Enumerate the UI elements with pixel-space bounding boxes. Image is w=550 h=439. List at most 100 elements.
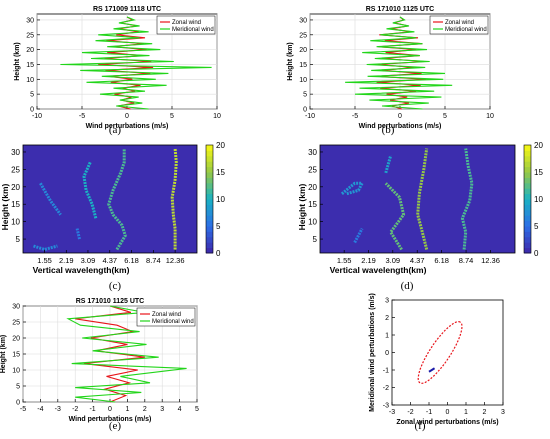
colorbar-segment	[524, 199, 531, 205]
y-tick-label: 0	[30, 107, 34, 114]
colorbar-segment	[524, 215, 531, 222]
legend-box	[136, 307, 196, 327]
heatmap-ridge	[82, 161, 98, 219]
y-tick-label: 30	[308, 148, 317, 157]
legend-box	[429, 15, 489, 35]
colorbar-segment	[206, 242, 213, 249]
y-tick-label: 20	[308, 183, 317, 192]
colorbar-segment	[206, 209, 213, 216]
heatmap-ridge	[170, 148, 178, 250]
x-tick-label: 3	[160, 406, 164, 413]
x-tick-label: 3.09	[385, 256, 400, 265]
x-tick-label: 5	[170, 113, 174, 120]
y-tick-label: 30	[12, 304, 20, 311]
y-tick-label: 30	[26, 17, 34, 24]
colorbar-segment	[524, 150, 531, 157]
colorbar-segment	[524, 247, 531, 254]
y-axis-label: Height (km)	[14, 42, 21, 81]
y-axis-label: Height (km)	[0, 183, 10, 230]
colorbar-segment	[206, 161, 213, 168]
colorbar-segment	[206, 155, 213, 162]
y-axis-label: Height (km)	[0, 335, 7, 374]
hodograph-ellipse	[417, 321, 463, 384]
colorbar-segment	[524, 177, 531, 184]
x-axis-label: Vertical wavelength(km)	[33, 265, 130, 275]
y-tick-label: 5	[16, 235, 21, 244]
y-axis-label: Meridional wind perturbations (m/s)	[369, 293, 376, 412]
colorbar-segment	[206, 226, 213, 232]
x-tick-label: 1	[464, 409, 468, 416]
x-tick-label: 1	[125, 406, 129, 413]
y-tick-label: 20	[26, 47, 34, 54]
x-tick-label: 2.19	[361, 256, 376, 265]
colorbar-segment	[206, 172, 213, 178]
x-axis-label: Vertical wavelength(km)	[330, 265, 427, 275]
y-tick-label: 20	[12, 336, 20, 343]
caption-e: (e)	[108, 420, 122, 432]
legend-label: Meridional wind	[445, 27, 487, 33]
heatmap-ridge	[75, 228, 81, 240]
caption-a: (a)	[108, 124, 122, 136]
x-tick-label: -5	[352, 113, 358, 120]
x-tick-label: 0	[398, 113, 402, 120]
y-tick-label: 5	[303, 92, 307, 99]
colorbar-segment	[524, 236, 531, 243]
colorbar-segment	[206, 204, 213, 211]
colorbar-tick-label: 20	[534, 141, 543, 150]
x-tick-label: 2.19	[59, 256, 74, 265]
y-tick-label: 25	[12, 320, 20, 327]
x-tick-label: 4.37	[410, 256, 425, 265]
y-tick-label: 20	[11, 183, 20, 192]
y-tick-label: 10	[308, 218, 317, 227]
colorbar-segment	[524, 172, 531, 178]
y-tick-label: 0	[385, 350, 389, 357]
series-line-meridional	[60, 16, 212, 110]
colorbar-segment	[524, 193, 531, 200]
x-tick-label: 5	[195, 406, 199, 413]
y-tick-label: 0	[303, 107, 307, 114]
x-tick-label: 2	[143, 406, 147, 413]
series-line-meridional	[66, 305, 187, 403]
colorbar-segment	[524, 220, 531, 227]
y-tick-label: 0	[16, 400, 20, 407]
y-tick-label: 15	[299, 62, 307, 69]
colorbar-segment	[524, 182, 531, 189]
colorbar-segment	[206, 193, 213, 200]
x-tick-label: 0	[125, 113, 129, 120]
y-tick-label: 10	[299, 77, 307, 84]
colorbar-tick-label: 5	[534, 222, 539, 231]
x-tick-label: -4	[37, 406, 43, 413]
y-tick-label: 1	[385, 333, 389, 340]
caption-f: (f)	[414, 420, 426, 432]
colorbar-segment	[524, 204, 531, 211]
y-tick-label: 30	[11, 148, 20, 157]
y-axis-label: Height (km)	[287, 42, 294, 81]
y-tick-label: 25	[299, 32, 307, 39]
x-tick-label: 10	[213, 113, 221, 120]
colorbar-segment	[524, 145, 531, 151]
x-tick-label: 2	[483, 409, 487, 416]
x-axis-label: Zonal wind perturbations (m/s)	[396, 419, 498, 426]
y-tick-label: 25	[308, 165, 317, 174]
heatmap-ridge	[416, 148, 429, 250]
legend-label: Zonal wind	[152, 312, 181, 318]
y-tick-label: 15	[11, 200, 20, 209]
heatmap-ridge	[107, 148, 127, 251]
colorbar-tick-label: 5	[216, 222, 221, 231]
colorbar-segment	[206, 150, 213, 157]
x-tick-label: 12.36	[166, 256, 185, 265]
colorbar-segment	[524, 155, 531, 162]
y-tick-label: 5	[16, 384, 20, 391]
y-tick-label: 15	[12, 352, 20, 359]
colorbar-segment	[206, 177, 213, 184]
x-tick-label: 1.55	[337, 256, 352, 265]
colorbar-tick-label: 20	[216, 141, 225, 150]
colorbar-tick-label: 0	[534, 249, 539, 258]
colorbar-tick-label: 0	[216, 249, 221, 258]
colorbar-segment	[206, 199, 213, 205]
x-tick-label: -10	[32, 113, 42, 120]
y-tick-label: 30	[299, 17, 307, 24]
colorbar-segment	[206, 220, 213, 227]
colorbar-frame	[205, 144, 214, 254]
